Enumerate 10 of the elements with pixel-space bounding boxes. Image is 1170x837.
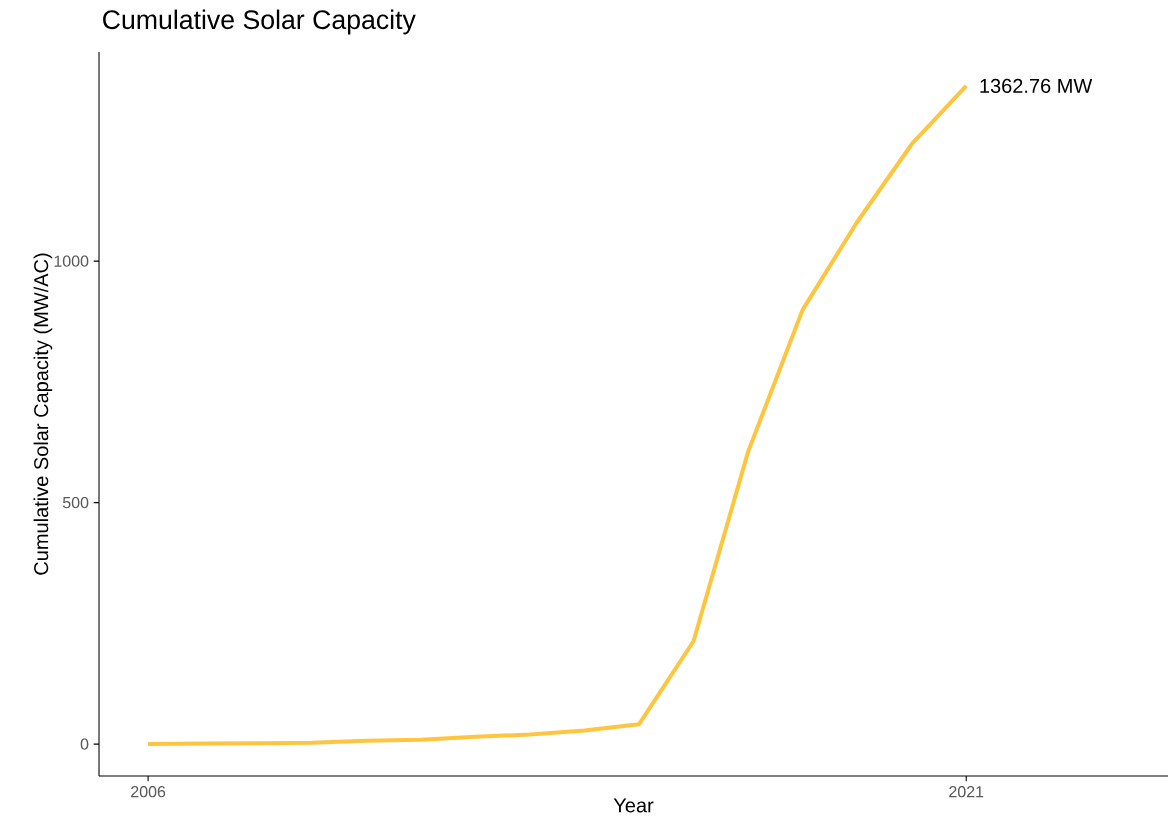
line-series: [146, 83, 969, 747]
y-tick-label: 1000: [54, 255, 89, 267]
chart-title: Cumulative Solar Capacity: [103, 9, 416, 35]
y-tick-label: 500: [62, 496, 89, 509]
x-tick-label: 2006: [131, 786, 166, 798]
y-tick-label: 0: [80, 738, 89, 750]
x-axis-title: Year: [613, 798, 654, 813]
y-axis-title: Cumulative Solar Capacity (MW/AC): [33, 253, 53, 575]
annotation: 1362.76 MW: [980, 78, 1093, 93]
x-tick-label: 2021: [949, 786, 984, 798]
